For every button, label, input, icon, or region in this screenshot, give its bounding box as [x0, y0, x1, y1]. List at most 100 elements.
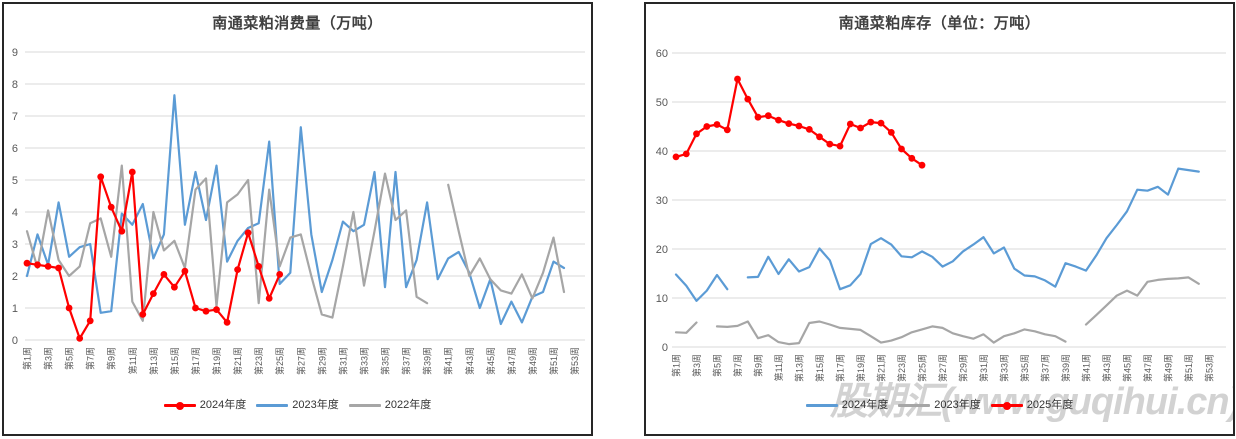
series-marker-2024年度 [44, 263, 52, 270]
x-tick-label: 第5周 [64, 347, 75, 370]
series-marker-2025年度 [918, 161, 926, 169]
legend-item-2022年度: 2022年度 [348, 400, 431, 411]
series-line-2024年度 [674, 167, 1200, 302]
series-marker-2025年度 [857, 124, 864, 132]
series-marker-2025年度 [785, 120, 793, 127]
series-marker-2025年度 [908, 154, 916, 162]
series-marker-2025年度 [836, 142, 844, 150]
legend-item-2024年度: 2024年度 [805, 400, 888, 411]
x-tick-label: 第19周 [855, 354, 866, 382]
x-tick-label: 第21周 [232, 347, 243, 375]
x-tick-label: 第3周 [691, 354, 702, 377]
x-tick-label: 第33周 [358, 347, 369, 375]
x-tick-label: 第1周 [671, 354, 682, 377]
x-tick-label: 第17周 [835, 354, 846, 382]
series-marker-2024年度 [223, 319, 231, 326]
y-tick-label: 2 [12, 271, 18, 283]
x-tick-label: 第43周 [1101, 354, 1112, 382]
series-marker-2024年度 [234, 266, 242, 273]
series-marker-2025年度 [764, 112, 772, 120]
legend-item-2023年度: 2023年度 [256, 399, 339, 411]
y-tick-label: 0 [662, 342, 668, 354]
watermark-text: 股期汇(www.guqihui.cn) [830, 381, 1235, 423]
series-marker-2025年度 [682, 150, 690, 158]
x-tick-label: 第41周 [443, 347, 454, 375]
x-tick-label: 第41周 [1081, 354, 1092, 382]
x-tick-label: 第21周 [876, 354, 887, 382]
series-marker-2024年度 [23, 259, 31, 267]
y-tick-label: 8 [12, 79, 18, 91]
consumption-chart-panel: 南通菜粕消费量（万吨） 0 1 2 3 4 5 6 7 8 9 第1周 第3周 第5周 第7周 第9周 第11… [2, 2, 593, 436]
series-marker-2024年度 [202, 307, 210, 315]
x-tick-label: 第15周 [169, 347, 180, 375]
y-tick-label: 30 [656, 195, 668, 207]
legend-marker-dot [175, 401, 184, 410]
x-tick-label: 第11周 [773, 354, 784, 381]
legend-line-swatch [163, 401, 196, 410]
series-marker-2024年度 [34, 261, 41, 269]
x-tick-label: 第35周 [1019, 354, 1030, 382]
inventory-plot-area: 0 10 20 30 40 50 60 第1周 第3周 第5周 第7周 第9周 第11周 第13周 第15周… [656, 48, 1226, 382]
legend-item-2024年度: 2024年度 [163, 400, 246, 411]
series-marker-2025年度 [867, 118, 875, 126]
series-marker-2025年度 [744, 95, 752, 103]
series-marker-2024年度 [97, 173, 105, 181]
x-tick-label: 第31周 [978, 354, 989, 382]
x-tick-label: 第47周 [506, 347, 517, 375]
x-tick-label: 第9周 [106, 347, 117, 370]
y-tick-label: 50 [656, 97, 668, 109]
x-tick-label: 第29周 [958, 354, 969, 382]
series-marker-2024年度 [65, 304, 73, 312]
y-tick-label: 3 [12, 239, 18, 251]
y-tick-label: 6 [12, 143, 18, 155]
y-tick-label: 40 [656, 146, 668, 158]
x-tick-label: 第53周 [569, 347, 580, 375]
y-tick-label: 5 [12, 175, 18, 187]
series-marker-2025年度 [805, 126, 813, 133]
series-marker-2025年度 [713, 121, 721, 128]
series-marker-2024年度 [181, 267, 189, 275]
x-tick-label: 第11周 [127, 347, 138, 374]
y-tick-label: 60 [656, 48, 668, 60]
y-tick-label: 0 [12, 335, 18, 347]
y-tick-label: 20 [656, 244, 668, 256]
series-marker-2025年度 [693, 130, 700, 138]
y-tick-label: 1 [12, 303, 18, 315]
x-tick-label: 第51周 [548, 347, 559, 375]
series-marker-2025年度 [816, 133, 823, 141]
series-marker-2024年度 [86, 317, 94, 325]
series-line-2023年度 [674, 276, 1200, 346]
series-marker-2025年度 [723, 126, 731, 134]
x-tick-label: 第25周 [917, 354, 928, 382]
legend-line-swatch [898, 404, 931, 407]
legend-label: 2023年度 [292, 399, 339, 411]
series-marker-2025年度 [887, 129, 895, 136]
x-tick-label: 第37周 [1040, 354, 1051, 382]
x-tick-label: 第29周 [316, 347, 327, 375]
series-marker-2024年度 [171, 283, 178, 291]
x-tick-label: 第3周 [43, 347, 54, 370]
x-tick-label: 第19周 [211, 347, 222, 375]
legend-item-2023年度: 2023年度 [898, 400, 981, 411]
x-tick-label: 第47周 [1142, 354, 1153, 382]
series-marker-2024年度 [244, 229, 252, 237]
series-marker-2024年度 [139, 311, 147, 318]
legend-line-swatch [805, 404, 838, 407]
x-tick-label: 第15周 [814, 354, 825, 382]
y-tick-label: 10 [656, 293, 668, 305]
x-tick-label: 第7周 [732, 354, 743, 377]
series-marker-2025年度 [877, 119, 885, 127]
series-line-2023年度 [25, 94, 566, 326]
x-tick-label: 第27周 [937, 354, 948, 382]
x-tick-label: 第9周 [753, 354, 764, 377]
series-marker-2025年度 [734, 75, 741, 83]
x-tick-label: 第5周 [712, 354, 723, 377]
x-tick-label: 第49周 [527, 347, 538, 375]
x-tick-label: 第25周 [274, 347, 285, 375]
x-tick-label: 第27周 [295, 347, 306, 375]
legend-marker-dot [1002, 401, 1011, 410]
consumption-plot-area: 0 1 2 3 4 5 6 7 8 9 第1周 第3周 第5周 第7周 第9周 第11周 第13周 第15周 第17… [12, 47, 585, 375]
consumption-chart-title: 南通菜粕消费量（万吨） [212, 15, 383, 32]
series-marker-2024年度 [255, 263, 263, 270]
x-tick-label: 第53周 [1204, 354, 1215, 382]
